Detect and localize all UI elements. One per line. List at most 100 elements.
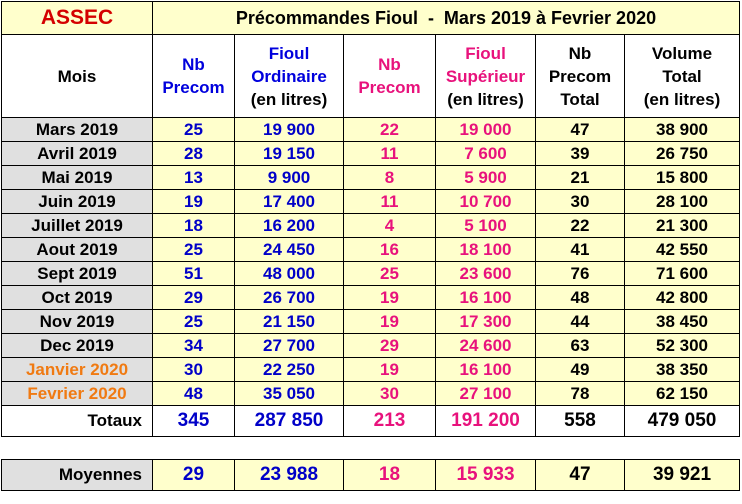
table-row: Nov 2019 25 21 150 19 17 300 44 38 450 — [1, 309, 740, 334]
totals-nb-precom-ordinaire: 345 — [152, 405, 235, 437]
cell-fioul-superieur: 16 100 — [435, 285, 536, 310]
cell-nb-precom-superieur: 25 — [343, 261, 436, 286]
cell-nb-precom-total: 48 — [535, 285, 625, 310]
cell-nb-precom-ordinaire: 34 — [152, 333, 235, 358]
totals-volume-total: 479 050 — [624, 405, 740, 437]
header-mois: Mois — [1, 34, 153, 118]
cell-month: Oct 2019 — [1, 285, 153, 310]
cell-nb-precom-ordinaire: 48 — [152, 381, 235, 406]
cell-fioul-superieur: 10 700 — [435, 189, 536, 214]
cell-month: Juin 2019 — [1, 189, 153, 214]
cell-month: Janvier 2020 — [1, 357, 153, 382]
cell-fioul-ordinaire: 19 150 — [234, 141, 344, 166]
column-header-row: Mois Nb Precom Fioul Ordinaire (en litre… — [1, 34, 740, 118]
averages-fioul-ordinaire: 23 988 — [234, 459, 344, 491]
cell-nb-precom-ordinaire: 25 — [152, 117, 235, 142]
cell-nb-precom-total: 30 — [535, 189, 625, 214]
totals-nb-precom-superieur: 213 — [343, 405, 436, 437]
cell-nb-precom-superieur: 11 — [343, 189, 436, 214]
totals-nb-precom-total: 558 — [535, 405, 625, 437]
cell-nb-precom-superieur: 19 — [343, 309, 436, 334]
averages-volume-total: 39 921 — [624, 459, 740, 491]
cell-fioul-ordinaire: 35 050 — [234, 381, 344, 406]
cell-fioul-superieur: 7 600 — [435, 141, 536, 166]
cell-month: Sept 2019 — [1, 261, 153, 286]
table-row: Dec 2019 34 27 700 29 24 600 63 52 300 — [1, 333, 740, 358]
cell-nb-precom-total: 49 — [535, 357, 625, 382]
cell-volume-total: 28 100 — [624, 189, 740, 214]
cell-month: Mars 2019 — [1, 117, 153, 142]
cell-volume-total: 42 800 — [624, 285, 740, 310]
cell-fioul-ordinaire: 16 200 — [234, 213, 344, 238]
header-volume-total: Volume Total (en litres) — [624, 34, 740, 118]
cell-volume-total: 62 150 — [624, 381, 740, 406]
table-row: Sept 2019 51 48 000 25 23 600 76 71 600 — [1, 261, 740, 286]
cell-nb-precom-total: 63 — [535, 333, 625, 358]
cell-fioul-ordinaire: 19 900 — [234, 117, 344, 142]
cell-fioul-superieur: 24 600 — [435, 333, 536, 358]
cell-nb-precom-superieur: 29 — [343, 333, 436, 358]
cell-volume-total: 21 300 — [624, 213, 740, 238]
cell-nb-precom-superieur: 11 — [343, 141, 436, 166]
cell-nb-precom-ordinaire: 29 — [152, 285, 235, 310]
header-nb-precom-superieur: Nb Precom — [343, 34, 436, 118]
cell-fioul-superieur: 5 100 — [435, 213, 536, 238]
table-row: Juin 2019 19 17 400 11 10 700 30 28 100 — [1, 189, 740, 214]
cell-nb-precom-superieur: 30 — [343, 381, 436, 406]
cell-nb-precom-total: 44 — [535, 309, 625, 334]
cell-fioul-ordinaire: 17 400 — [234, 189, 344, 214]
totals-row: Totaux 345 287 850 213 191 200 558 479 0… — [1, 405, 740, 437]
averages-label: Moyennes — [1, 459, 153, 491]
cell-fioul-superieur: 19 000 — [435, 117, 536, 142]
cell-fioul-ordinaire: 27 700 — [234, 333, 344, 358]
cell-fioul-ordinaire: 48 000 — [234, 261, 344, 286]
cell-fioul-superieur: 16 100 — [435, 357, 536, 382]
averages-fioul-superieur: 15 933 — [435, 459, 536, 491]
cell-nb-precom-total: 22 — [535, 213, 625, 238]
totals-label: Totaux — [1, 405, 153, 437]
totals-fioul-superieur: 191 200 — [435, 405, 536, 437]
header-fioul-superieur: Fioul Supérieur (en litres) — [435, 34, 536, 118]
cell-volume-total: 71 600 — [624, 261, 740, 286]
cell-month: Aout 2019 — [1, 237, 153, 262]
table-row: Aout 2019 25 24 450 16 18 100 41 42 550 — [1, 237, 740, 262]
cell-volume-total: 42 550 — [624, 237, 740, 262]
cell-nb-precom-superieur: 16 — [343, 237, 436, 262]
averages-nb-precom-ordinaire: 29 — [152, 459, 235, 491]
cell-volume-total: 38 450 — [624, 309, 740, 334]
table-row: Fevrier 2020 48 35 050 30 27 100 78 62 150 — [1, 381, 740, 406]
precommandes-table: ASSEC Précommandes Fioul - Mars 2019 à F… — [1, 1, 740, 491]
cell-fioul-ordinaire: 24 450 — [234, 237, 344, 262]
cell-fioul-ordinaire: 26 700 — [234, 285, 344, 310]
page-title: Précommandes Fioul - Mars 2019 à Fevrier… — [152, 1, 740, 35]
cell-volume-total: 38 350 — [624, 357, 740, 382]
cell-nb-precom-total: 41 — [535, 237, 625, 262]
cell-nb-precom-ordinaire: 18 — [152, 213, 235, 238]
header-nb-precom-ordinaire: Nb Precom — [152, 34, 235, 118]
cell-month: Juillet 2019 — [1, 213, 153, 238]
table-row: Avril 2019 28 19 150 11 7 600 39 26 750 — [1, 141, 740, 166]
cell-month: Avril 2019 — [1, 141, 153, 166]
table-row: Mars 2019 25 19 900 22 19 000 47 38 900 — [1, 117, 740, 142]
cell-fioul-superieur: 17 300 — [435, 309, 536, 334]
cell-nb-precom-total: 78 — [535, 381, 625, 406]
header-fioul-ordinaire: Fioul Ordinaire (en litres) — [234, 34, 344, 118]
cell-nb-precom-superieur: 19 — [343, 357, 436, 382]
cell-volume-total: 15 800 — [624, 165, 740, 190]
cell-month: Fevrier 2020 — [1, 381, 153, 406]
cell-nb-precom-ordinaire: 25 — [152, 309, 235, 334]
cell-nb-precom-ordinaire: 25 — [152, 237, 235, 262]
title-row: ASSEC Précommandes Fioul - Mars 2019 à F… — [1, 1, 740, 35]
cell-nb-precom-total: 39 — [535, 141, 625, 166]
cell-volume-total: 26 750 — [624, 141, 740, 166]
cell-volume-total: 52 300 — [624, 333, 740, 358]
table-row: Juillet 2019 18 16 200 4 5 100 22 21 300 — [1, 213, 740, 238]
header-nb-precom-total: Nb Precom Total — [535, 34, 625, 118]
table-row: Mai 2019 13 9 900 8 5 900 21 15 800 — [1, 165, 740, 190]
cell-fioul-ordinaire: 9 900 — [234, 165, 344, 190]
cell-nb-precom-ordinaire: 13 — [152, 165, 235, 190]
cell-nb-precom-superieur: 4 — [343, 213, 436, 238]
cell-fioul-ordinaire: 21 150 — [234, 309, 344, 334]
cell-nb-precom-total: 21 — [535, 165, 625, 190]
spacer-row — [1, 436, 740, 460]
